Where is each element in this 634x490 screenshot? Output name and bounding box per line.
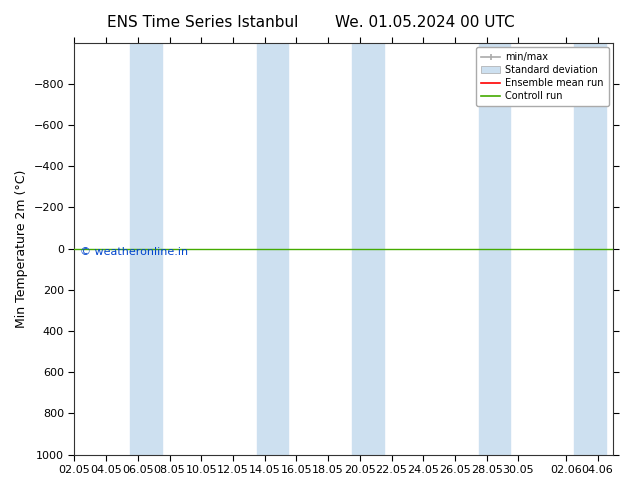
Text: We. 01.05.2024 00 UTC: We. 01.05.2024 00 UTC — [335, 15, 515, 30]
Bar — [257, 43, 288, 455]
Y-axis label: Min Temperature 2m (°C): Min Temperature 2m (°C) — [15, 170, 28, 328]
Bar — [352, 43, 384, 455]
Bar — [130, 43, 162, 455]
Text: ENS Time Series Istanbul: ENS Time Series Istanbul — [107, 15, 299, 30]
Legend: min/max, Standard deviation, Ensemble mean run, Controll run: min/max, Standard deviation, Ensemble me… — [476, 48, 609, 106]
Bar — [479, 43, 510, 455]
Text: © weatheronline.in: © weatheronline.in — [80, 247, 188, 257]
Bar — [574, 43, 605, 455]
